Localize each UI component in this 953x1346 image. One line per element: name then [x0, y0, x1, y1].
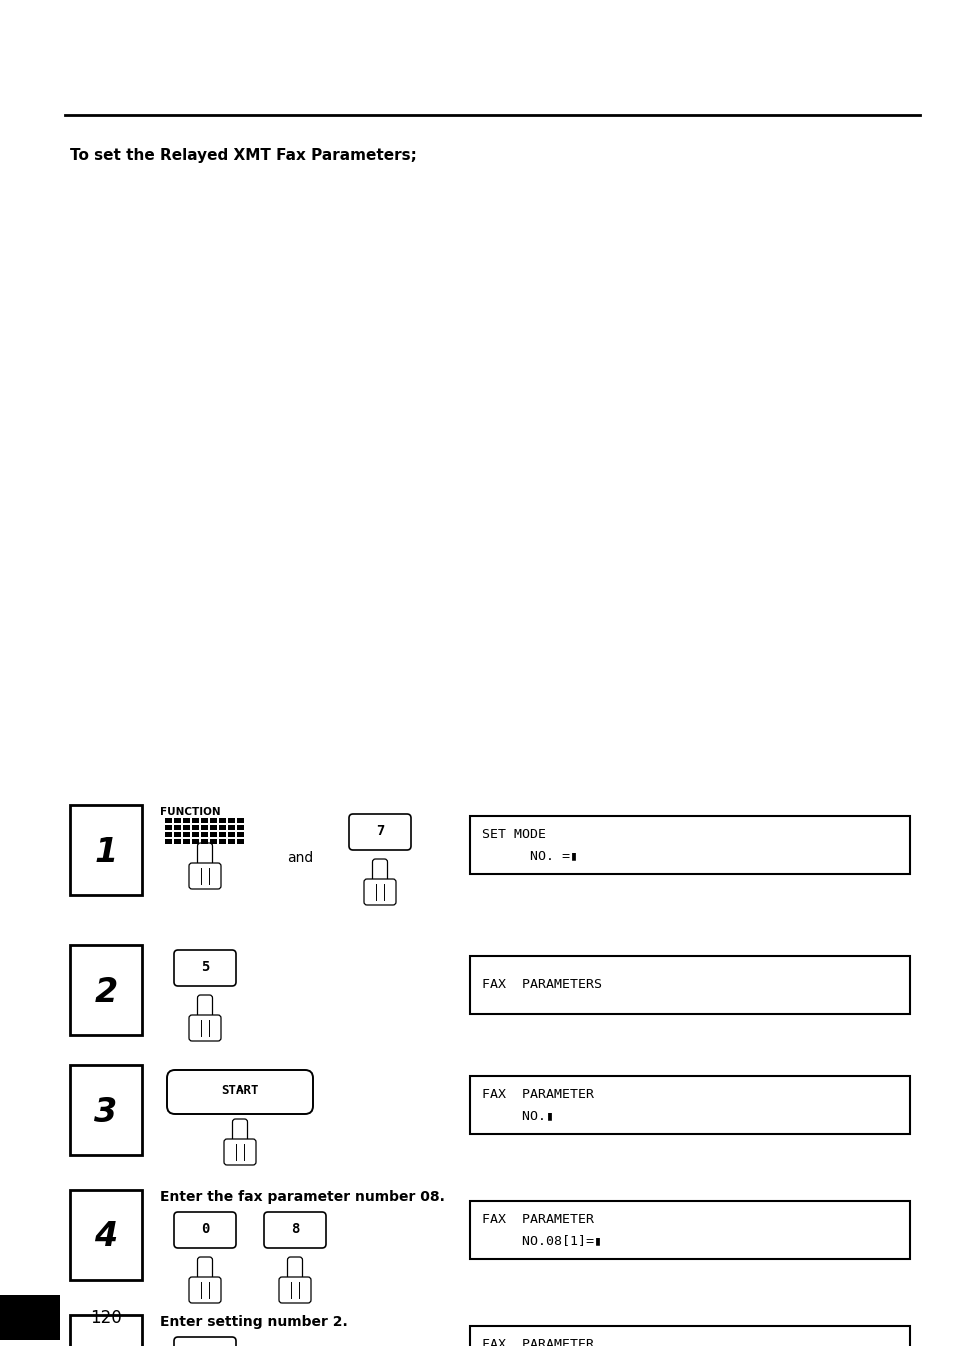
- Bar: [470, 1326, 909, 1346]
- Bar: [229, 825, 235, 830]
- FancyBboxPatch shape: [364, 879, 395, 905]
- Bar: [237, 839, 244, 844]
- FancyBboxPatch shape: [224, 1139, 255, 1166]
- Bar: [174, 839, 181, 844]
- FancyBboxPatch shape: [233, 1119, 247, 1147]
- FancyBboxPatch shape: [278, 1277, 311, 1303]
- FancyBboxPatch shape: [264, 1211, 326, 1248]
- Text: 2: 2: [94, 976, 117, 1008]
- FancyBboxPatch shape: [189, 1277, 221, 1303]
- Text: FAX  PARAMETER: FAX PARAMETER: [481, 1338, 594, 1346]
- Bar: [183, 818, 191, 822]
- Text: 7: 7: [375, 824, 384, 839]
- Text: 1: 1: [94, 836, 117, 868]
- Bar: [174, 825, 181, 830]
- Bar: [229, 832, 235, 837]
- Bar: [219, 818, 226, 822]
- FancyBboxPatch shape: [189, 1015, 221, 1040]
- Bar: [211, 818, 217, 822]
- Bar: [470, 1201, 909, 1259]
- Bar: [193, 839, 199, 844]
- Bar: [201, 832, 209, 837]
- FancyBboxPatch shape: [189, 863, 221, 888]
- Text: FUNCTION: FUNCTION: [160, 808, 220, 817]
- Text: and: and: [287, 851, 313, 865]
- Text: NO. =▮: NO. =▮: [481, 849, 578, 861]
- Text: 4: 4: [94, 1221, 117, 1253]
- Bar: [174, 832, 181, 837]
- Bar: [219, 825, 226, 830]
- Bar: [211, 832, 217, 837]
- Bar: [193, 818, 199, 822]
- FancyBboxPatch shape: [173, 1337, 235, 1346]
- Bar: [229, 839, 235, 844]
- Text: 3: 3: [94, 1096, 117, 1128]
- FancyBboxPatch shape: [349, 814, 411, 851]
- Bar: [201, 818, 209, 822]
- FancyBboxPatch shape: [197, 995, 213, 1023]
- Bar: [211, 825, 217, 830]
- Text: 8: 8: [291, 1222, 299, 1236]
- Bar: [237, 818, 244, 822]
- Text: FAX  PARAMETER: FAX PARAMETER: [481, 1088, 594, 1101]
- Bar: [165, 832, 172, 837]
- Text: NO.08[1]=▮: NO.08[1]=▮: [481, 1234, 601, 1246]
- Bar: [470, 1075, 909, 1133]
- Bar: [70, 1190, 142, 1280]
- Bar: [165, 839, 172, 844]
- Text: 120: 120: [90, 1310, 122, 1327]
- Bar: [183, 832, 191, 837]
- Bar: [165, 818, 172, 822]
- Text: 0: 0: [200, 1222, 209, 1236]
- Bar: [211, 839, 217, 844]
- Bar: [70, 1065, 142, 1155]
- FancyBboxPatch shape: [287, 1257, 302, 1285]
- Text: FAX  PARAMETERS: FAX PARAMETERS: [481, 979, 601, 992]
- Bar: [193, 832, 199, 837]
- Text: START: START: [221, 1085, 258, 1097]
- Bar: [201, 825, 209, 830]
- Bar: [237, 825, 244, 830]
- Bar: [165, 825, 172, 830]
- Bar: [193, 825, 199, 830]
- FancyBboxPatch shape: [173, 1211, 235, 1248]
- FancyBboxPatch shape: [197, 1257, 213, 1285]
- Text: Enter setting number 2.: Enter setting number 2.: [160, 1315, 348, 1329]
- Bar: [219, 832, 226, 837]
- Bar: [237, 832, 244, 837]
- FancyBboxPatch shape: [173, 950, 235, 987]
- Bar: [470, 816, 909, 874]
- Bar: [183, 825, 191, 830]
- Bar: [0, 1295, 60, 1341]
- FancyBboxPatch shape: [197, 843, 213, 871]
- Bar: [470, 956, 909, 1014]
- Bar: [70, 945, 142, 1035]
- FancyBboxPatch shape: [372, 859, 387, 887]
- Bar: [183, 839, 191, 844]
- Bar: [70, 805, 142, 895]
- FancyBboxPatch shape: [167, 1070, 313, 1114]
- Bar: [201, 839, 209, 844]
- Bar: [229, 818, 235, 822]
- Text: To set the Relayed XMT Fax Parameters;: To set the Relayed XMT Fax Parameters;: [70, 148, 416, 163]
- Text: 5: 5: [200, 960, 209, 975]
- Bar: [174, 818, 181, 822]
- Text: FAX  PARAMETER: FAX PARAMETER: [481, 1213, 594, 1226]
- Bar: [70, 1315, 142, 1346]
- Text: SET MODE: SET MODE: [481, 828, 545, 841]
- Text: Enter the fax parameter number 08.: Enter the fax parameter number 08.: [160, 1190, 444, 1205]
- Text: NO.▮: NO.▮: [481, 1109, 554, 1123]
- Bar: [219, 839, 226, 844]
